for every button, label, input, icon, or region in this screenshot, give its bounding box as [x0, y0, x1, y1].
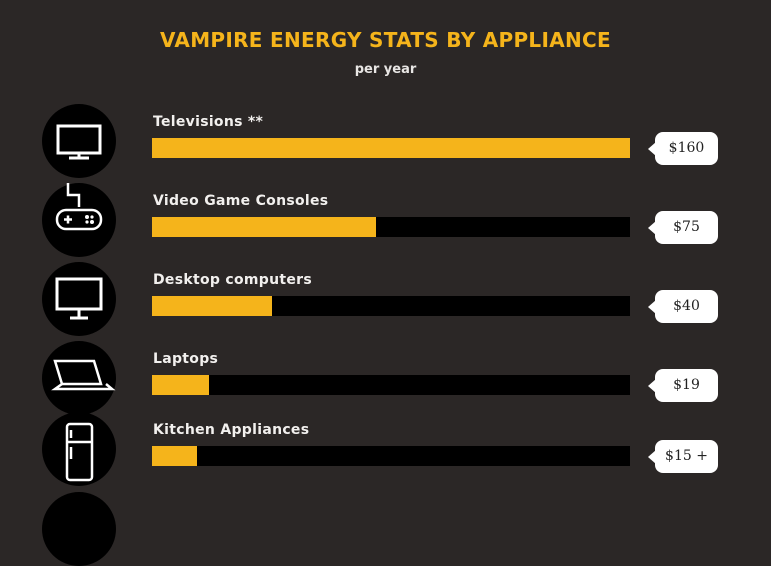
- value-label: $40: [648, 290, 718, 323]
- bar-row: Televisions ** $160: [0, 104, 771, 184]
- chart-title: VAMPIRE ENERGY STATS BY APPLIANCE: [160, 28, 611, 52]
- category-label: Video Game Consoles: [153, 193, 329, 209]
- bar-row: Laptops $19: [0, 341, 771, 421]
- bar-track: [152, 296, 630, 316]
- value-label: $75: [648, 211, 718, 244]
- television-icon: [42, 104, 116, 178]
- category-label: Desktop computers: [153, 272, 312, 288]
- bar-track: [152, 138, 630, 158]
- bar-fill: [152, 375, 209, 395]
- category-label: Televisions **: [153, 114, 264, 130]
- bar-row: Video Game Consoles $75: [0, 183, 771, 263]
- bar-track: [152, 217, 630, 237]
- refrigerator-icon: [42, 412, 116, 486]
- category-label: Kitchen Appliances: [153, 422, 310, 438]
- value-label: $19: [648, 369, 718, 402]
- category-label: Laptops: [153, 351, 219, 367]
- bar-fill: [152, 446, 197, 466]
- bar-fill: [152, 138, 630, 158]
- bar-fill: [152, 296, 272, 316]
- game-controller-icon: [42, 183, 116, 257]
- desktop-monitor-icon: [42, 262, 116, 336]
- bar-row: Desktop computers $40: [0, 262, 771, 342]
- value-label: $160: [648, 132, 718, 165]
- bar-row: Kitchen Appliances $15 +: [0, 412, 771, 492]
- laptop-icon: [42, 341, 116, 415]
- value-label: $15 +: [648, 440, 718, 473]
- bar-fill: [152, 217, 376, 237]
- bar-track: [152, 375, 630, 395]
- partial-icon-circle: [42, 492, 116, 566]
- bar-track: [152, 446, 630, 466]
- chart-subtitle: per year: [354, 62, 417, 77]
